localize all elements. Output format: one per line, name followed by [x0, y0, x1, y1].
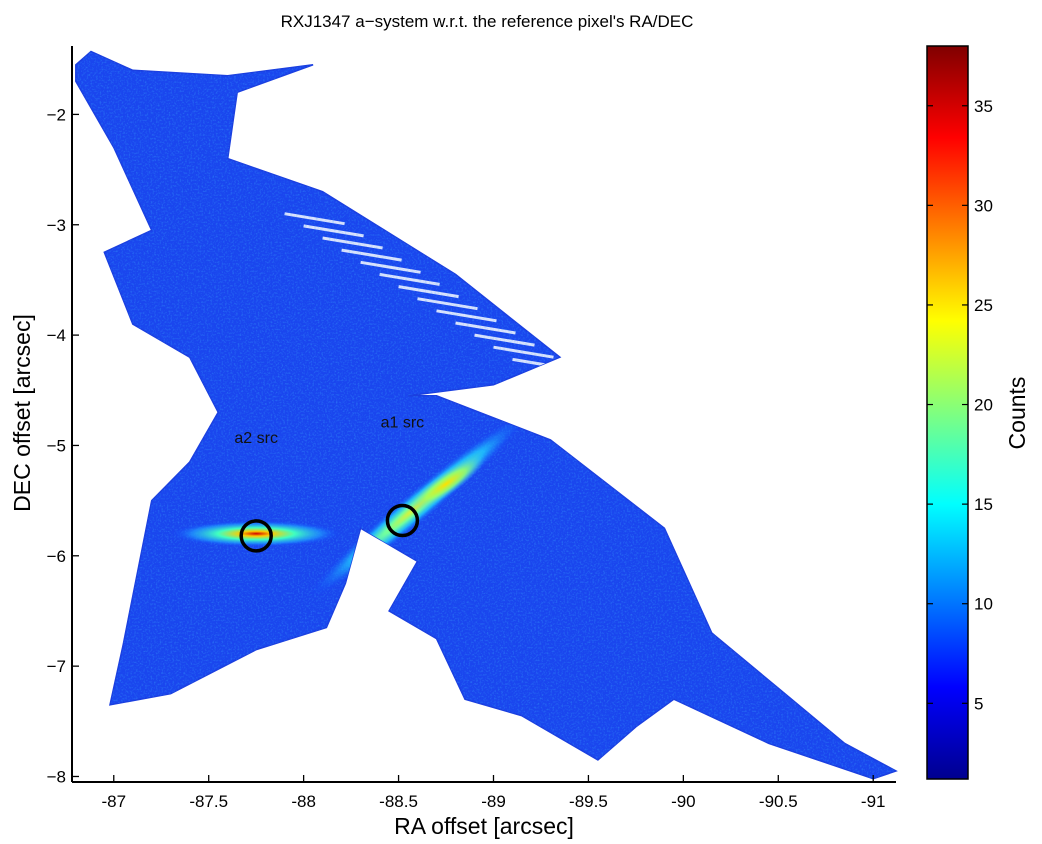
source-label: a2 src	[234, 430, 278, 447]
source-circle	[239, 519, 273, 553]
colorbar-tick-label: 25	[974, 296, 993, 315]
colorbar-tick-label: 10	[974, 595, 993, 614]
y-tick-label: −2	[47, 105, 66, 124]
x-tick-label: -90	[671, 792, 696, 811]
y-tick-label: −3	[47, 216, 66, 235]
chart-title: RXJ1347 a−system w.r.t. the reference pi…	[281, 12, 694, 31]
colorbar-gradient	[926, 45, 969, 780]
noise-texture	[75, 51, 896, 779]
colorbar: 5 10 15 20 25 30 35 Counts	[926, 45, 1030, 780]
source-label: a1 src	[381, 415, 425, 432]
scan-stripe	[531, 370, 592, 383]
x-tick-label: -89.5	[569, 792, 608, 811]
source-markers: a2 src a1 src	[234, 415, 425, 553]
y-tick-label: −6	[47, 547, 66, 566]
x-axis-label: RA offset [arcsec]	[394, 813, 574, 839]
y-tick-label: −8	[47, 767, 66, 786]
emission-feature	[406, 455, 486, 513]
x-tick-label: -89	[481, 792, 506, 811]
colorbar-label: Counts	[1004, 377, 1030, 450]
y-tick-label: −5	[47, 436, 66, 455]
colorbar-ticks: 5 10 15 20 25 30 35	[927, 97, 993, 713]
x-tick-label: -88.5	[379, 792, 418, 811]
colorbar-tick-label: 15	[974, 495, 993, 514]
x-tick-label: -90.5	[759, 792, 798, 811]
x-tick-label: -91	[861, 792, 886, 811]
colorbar-tick-label: 5	[974, 694, 983, 713]
y-tick-label: −7	[47, 657, 66, 676]
x-tick-label: -87.5	[189, 792, 228, 811]
y-tick-label: −4	[47, 326, 66, 345]
y-axis-label: DEC offset [arcsec]	[9, 314, 35, 512]
emission-feature	[170, 520, 342, 547]
x-ticks: -87 -87.5 -88 -88.5 -89 -89.5 -90 -90.5 -91	[101, 775, 886, 811]
source-circle	[385, 503, 420, 538]
colorbar-tick-label: 35	[974, 97, 993, 116]
x-tick-label: -88	[291, 792, 316, 811]
colorbar-tick-label: 20	[974, 396, 993, 415]
y-ticks: −2 −3 −4 −5 −6 −7 −8	[47, 105, 79, 786]
plot-area: a2 src a1 src	[75, 50, 898, 780]
x-tick-label: -87	[101, 792, 126, 811]
colorbar-tick-label: 30	[974, 196, 993, 215]
